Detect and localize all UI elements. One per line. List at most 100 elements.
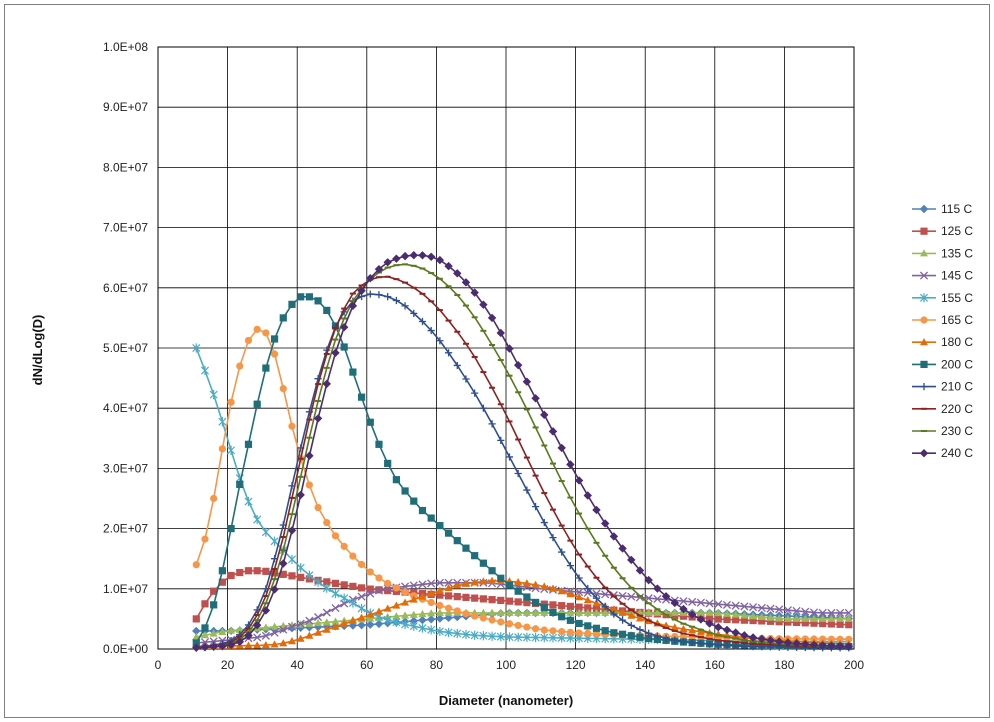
series-line (196, 275, 849, 649)
data-point (366, 273, 375, 283)
data-point (366, 620, 375, 629)
data-point (444, 261, 453, 271)
y-tick-label: 1.0E+08 (103, 40, 148, 54)
data-point (836, 614, 845, 622)
data-point (270, 569, 279, 577)
data-point (566, 460, 575, 469)
data-point (218, 445, 226, 453)
data-point (426, 252, 436, 261)
data-point (236, 362, 244, 370)
data-point (374, 264, 384, 274)
data-point (427, 579, 436, 588)
data-point (357, 603, 366, 614)
x-tick-label: 80 (430, 658, 444, 672)
data-point (244, 567, 253, 575)
data-point (236, 480, 244, 489)
series-line (195, 569, 849, 626)
y-tick-label: 6.0E+07 (103, 281, 148, 295)
legend-entry: 145 C (912, 269, 973, 283)
data-point (479, 404, 487, 412)
data-point (444, 613, 453, 623)
data-point (618, 591, 627, 600)
data-point (601, 603, 609, 611)
legend-marker (920, 338, 928, 346)
data-point (436, 337, 444, 345)
data-point (836, 608, 845, 617)
data-point (792, 614, 801, 622)
data-point (314, 503, 322, 512)
data-point (374, 586, 384, 595)
legend-label: 135 C (941, 246, 973, 260)
data-point (522, 608, 531, 616)
data-point (392, 296, 400, 305)
data-point (288, 422, 296, 430)
data-point (714, 608, 723, 617)
data-point (470, 630, 479, 640)
data-point (601, 590, 610, 599)
data-point (758, 617, 766, 625)
data-point (705, 619, 714, 628)
data-point (392, 476, 400, 484)
series-line (196, 263, 849, 649)
x-tick-label: 160 (705, 658, 725, 672)
data-point (792, 639, 801, 648)
data-point (253, 325, 261, 333)
data-point (513, 360, 523, 370)
series-line (196, 612, 849, 638)
data-point (670, 608, 679, 616)
series-210-c (192, 290, 853, 652)
y-tick-label: 3.0E+07 (103, 461, 148, 475)
data-point (444, 592, 453, 600)
data-point (314, 577, 323, 587)
data-point (540, 603, 548, 612)
data-point (348, 616, 357, 624)
data-point (349, 582, 357, 590)
data-point (192, 643, 201, 652)
data-point (261, 606, 271, 615)
data-point (575, 588, 584, 597)
legend-entry: 125 C (912, 224, 973, 238)
data-point (566, 628, 574, 636)
legend-entry: 240 C (912, 446, 973, 460)
data-point (714, 623, 723, 632)
data-point (792, 618, 801, 627)
data-point (618, 608, 627, 616)
data-point (645, 629, 653, 637)
data-point (523, 623, 531, 631)
data-point (488, 616, 496, 624)
data-point (453, 537, 461, 545)
data-point (461, 629, 471, 640)
data-point (409, 610, 418, 618)
data-point (749, 616, 757, 625)
data-point (297, 293, 305, 301)
data-point (601, 627, 609, 635)
data-point (322, 379, 331, 389)
data-point (410, 497, 418, 505)
data-point (401, 611, 410, 619)
series-line (195, 296, 849, 648)
data-point (287, 526, 297, 535)
data-point (827, 608, 836, 617)
data-point (227, 445, 236, 455)
data-point (261, 640, 270, 649)
data-point (566, 602, 574, 611)
data-point (809, 608, 819, 617)
data-point (575, 603, 583, 611)
legend-marker (920, 360, 928, 368)
data-point (392, 584, 400, 592)
legend-label: 165 C (941, 313, 973, 327)
data-point (279, 639, 288, 647)
data-point (427, 514, 435, 522)
data-point (488, 608, 497, 616)
data-point (453, 607, 461, 615)
data-point (783, 606, 792, 615)
data-point (522, 579, 531, 587)
data-point (836, 635, 844, 643)
data-point (375, 291, 383, 299)
legend-marker (919, 204, 929, 214)
data-point (809, 614, 818, 622)
data-point (383, 615, 392, 625)
data-point (287, 637, 296, 645)
x-axis-title: Diameter (nanometer) (439, 693, 573, 708)
data-point (392, 254, 401, 263)
